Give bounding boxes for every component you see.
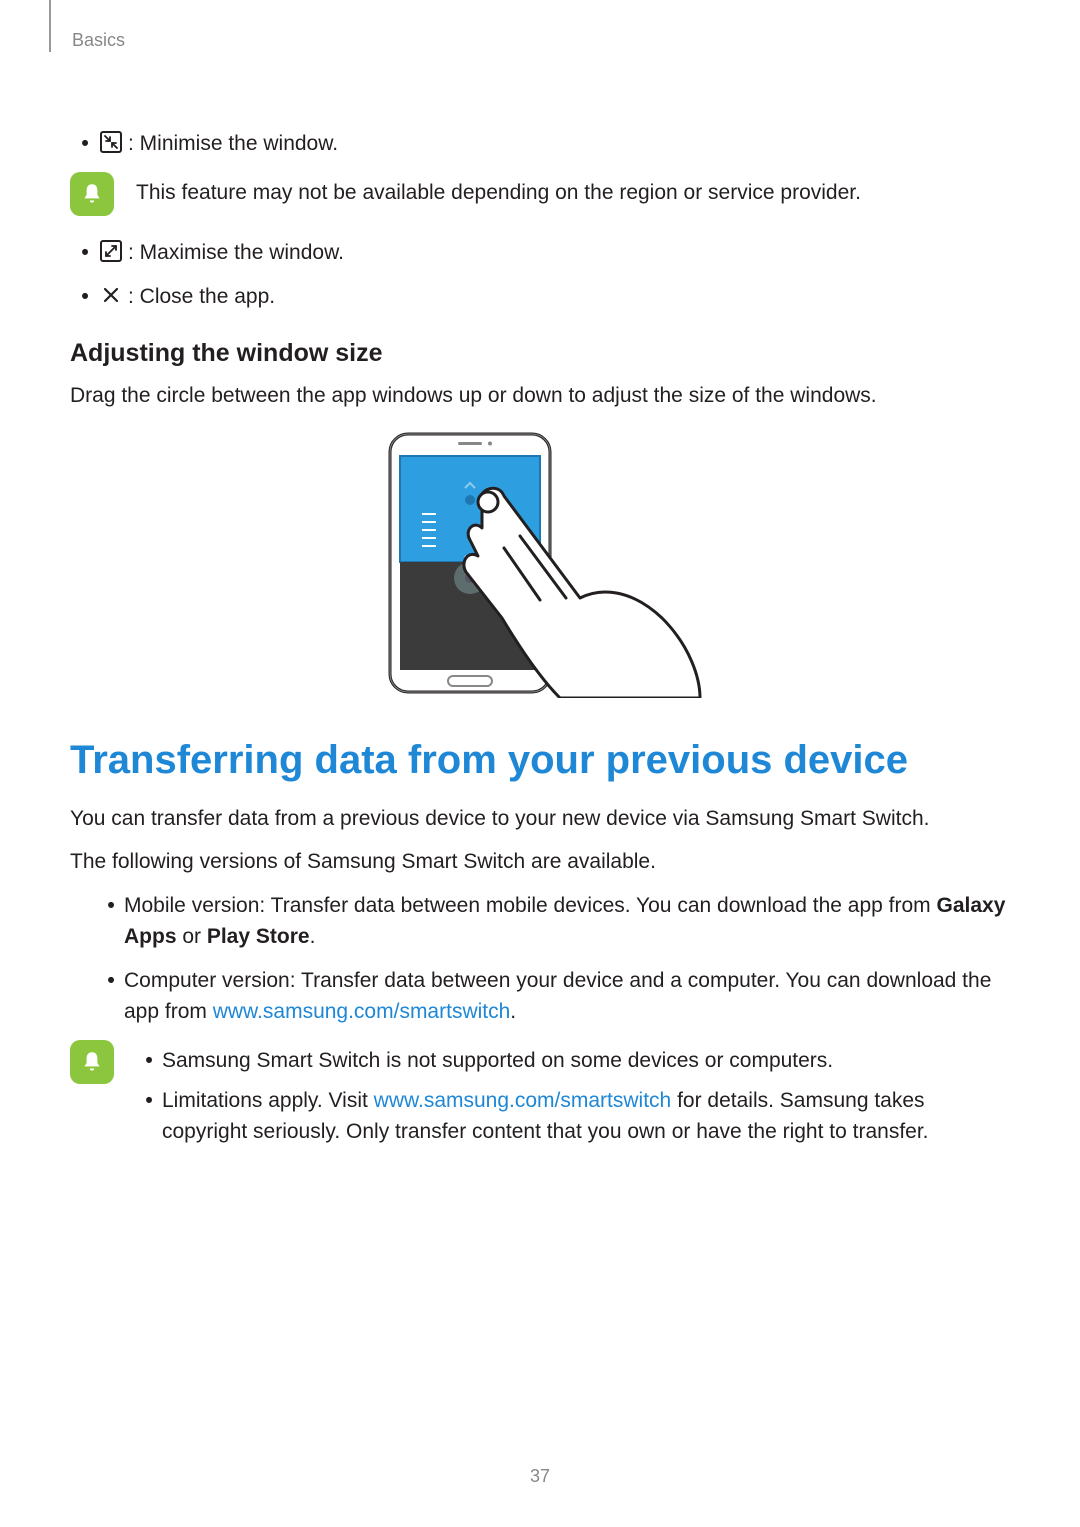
bullet-maximise: • : Maximise the window. (70, 238, 1010, 267)
bullet-dot: • (98, 965, 124, 1028)
header-divider (49, 0, 51, 52)
smartswitch-link[interactable]: www.samsung.com/smartswitch (213, 1000, 511, 1023)
transfer-para-2: The following versions of Samsung Smart … (70, 846, 1010, 878)
item1-bold2: Play Store (207, 925, 310, 948)
item1-mid: or (177, 925, 207, 948)
note2-li1: Samsung Smart Switch is not supported on… (162, 1046, 1010, 1076)
adjust-paragraph: Drag the circle between the app windows … (70, 380, 1010, 412)
maximise-icon (100, 240, 122, 262)
page-number: 37 (0, 1466, 1080, 1487)
transfer-para-1: You can transfer data from a previous de… (70, 803, 1010, 835)
note-smartswitch: • Samsung Smart Switch is not supported … (70, 1040, 1010, 1157)
note-text: This feature may not be available depend… (136, 172, 1010, 208)
note2-item1: • Samsung Smart Switch is not supported … (136, 1046, 1010, 1076)
item1-pre: Mobile version: Transfer data between mo… (124, 894, 937, 917)
maximise-label: : Maximise the window. (128, 238, 1010, 267)
bell-icon (70, 1040, 114, 1084)
bullet-minimise: • : Minimise the window. (70, 129, 1010, 158)
bullet-dot: • (98, 890, 124, 953)
transfer-version-list: • Mobile version: Transfer data between … (70, 890, 1010, 1028)
close-label: : Close the app. (128, 282, 1010, 311)
item2-post: . (510, 1000, 516, 1023)
note-region-availability: This feature may not be available depend… (70, 172, 1010, 216)
bell-icon (70, 172, 114, 216)
minimise-icon (100, 131, 122, 153)
breadcrumb: Basics (72, 30, 1010, 51)
bullet-dot: • (70, 129, 100, 158)
list-item: • Computer version: Transfer data betwee… (98, 965, 1010, 1028)
smartswitch-link[interactable]: www.samsung.com/smartswitch (374, 1089, 672, 1112)
note2-item2: • Limitations apply. Visit www.samsung.c… (136, 1086, 1010, 1147)
illustration-adjust-window (70, 428, 1010, 698)
adjust-heading: Adjusting the window size (70, 339, 1010, 368)
list-item: • Mobile version: Transfer data between … (98, 890, 1010, 953)
bullet-dot: • (136, 1086, 162, 1147)
note2-li2-pre: Limitations apply. Visit (162, 1089, 374, 1112)
minimise-label: : Minimise the window. (128, 129, 1010, 158)
bullet-close: • : Close the app. (70, 282, 1010, 311)
item1-post: . (310, 925, 316, 948)
close-icon (100, 284, 122, 306)
transfer-heading: Transferring data from your previous dev… (70, 738, 1010, 783)
bullet-dot: • (70, 282, 100, 311)
bullet-dot: • (70, 238, 100, 267)
bullet-dot: • (136, 1046, 162, 1076)
